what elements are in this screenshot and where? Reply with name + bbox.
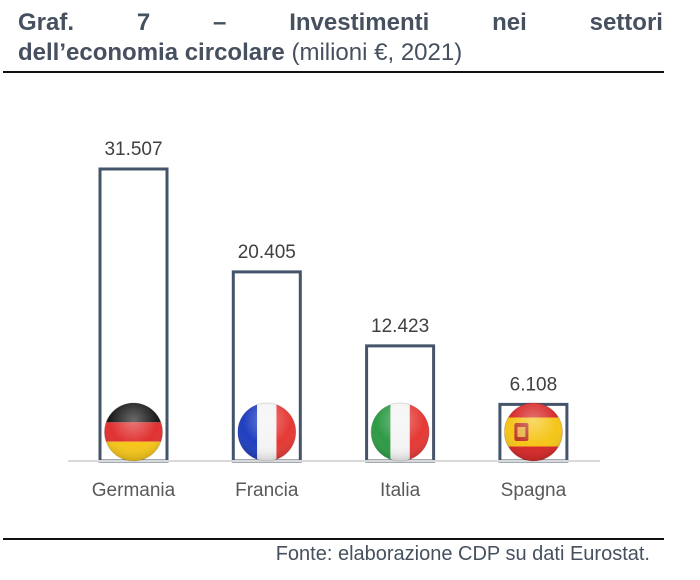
source-note: Fonte: elaborazione CDP su dati Eurostat… — [275, 543, 650, 565]
data-label: 12.423 — [371, 316, 429, 337]
italy-flag-icon — [370, 402, 430, 462]
category-label: Italia — [380, 480, 421, 501]
title-subtitle: (milioni €, 2021) — [291, 39, 463, 66]
data-label: 20.405 — [238, 242, 296, 263]
title-word: Graf. — [18, 9, 75, 36]
title-line-1: Graf. 7 – Investimenti nei settori — [18, 8, 663, 38]
data-label: 6.108 — [510, 374, 558, 395]
spain-flag-icon — [503, 402, 563, 462]
title-word: Investimenti — [289, 9, 430, 36]
title-line-2: dell’economia circolare (milioni €, 2021… — [18, 38, 663, 68]
chart-title: Graf. 7 – Investimenti nei settori dell’… — [18, 8, 663, 68]
france-flag-icon — [237, 402, 297, 462]
category-label: Spagna — [501, 480, 567, 501]
title-word: settori — [589, 9, 663, 36]
title-bold: dell’economia circolare — [18, 39, 285, 66]
title-word: 7 — [136, 9, 151, 36]
title-word: nei — [492, 9, 527, 36]
germany-flag-icon — [104, 402, 163, 462]
category-label: Germania — [92, 480, 176, 501]
title-word: – — [213, 9, 227, 36]
bottom-rule — [3, 538, 664, 540]
top-rule — [3, 71, 664, 73]
bar-chart: 31.507 Germania 20.405 Francia 12.423 Italia 6… — [68, 139, 600, 501]
category-label: Francia — [235, 480, 299, 501]
data-label: 31.507 — [104, 139, 162, 160]
